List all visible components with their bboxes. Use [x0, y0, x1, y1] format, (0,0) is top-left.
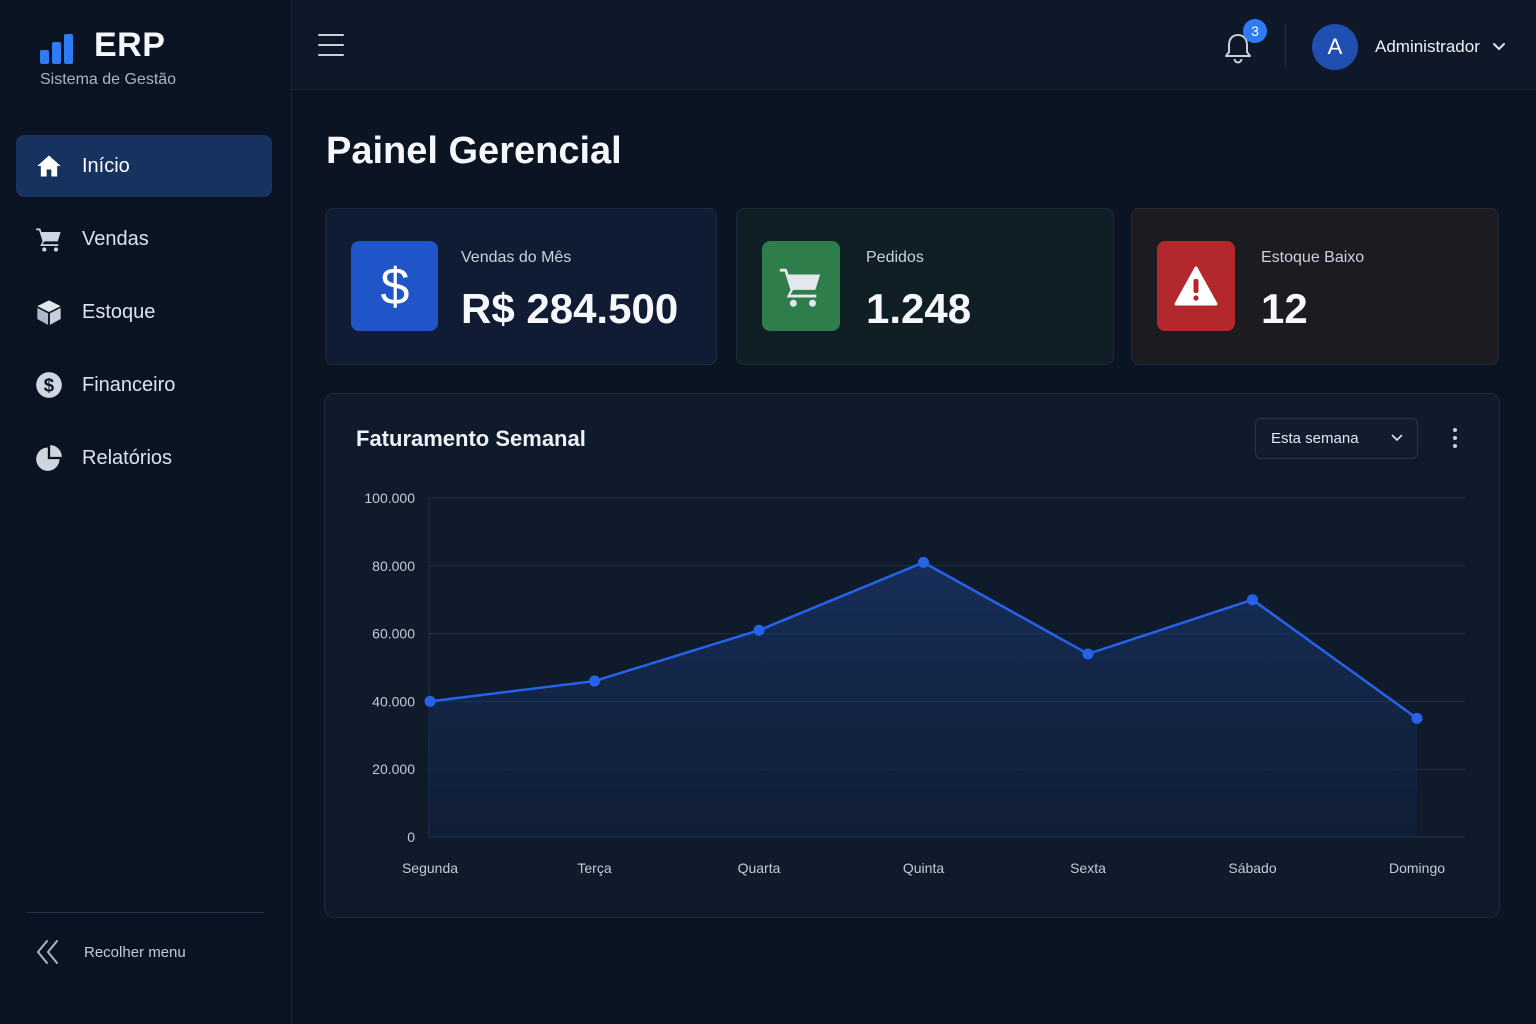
app-subtitle: Sistema de Gestão	[40, 71, 177, 88]
sidebar-item-label: Vendas	[82, 227, 149, 250]
card-value: 1.248	[866, 285, 972, 332]
card-value: 12	[1261, 285, 1308, 332]
page-title: Painel Gerencial	[326, 130, 622, 172]
data-point[interactable]	[1082, 648, 1094, 660]
notification-badge[interactable]: 3	[1243, 19, 1267, 43]
user-menu[interactable]: A Administrador	[1312, 24, 1506, 70]
low-stock-card[interactable]: Estoque Baixo 12	[1131, 208, 1499, 365]
data-point[interactable]	[424, 695, 436, 707]
weekly-revenue-chart: 0 20.000 40.000 60.000 80.000 100.000 Segunda T…	[324, 393, 1500, 918]
svg-text:$: $	[380, 258, 409, 314]
sidebar-item-label: Início	[82, 154, 130, 177]
sidebar-divider	[27, 912, 264, 913]
series-area	[430, 562, 1417, 837]
dollar-icon: $	[351, 241, 438, 331]
sidebar-item-financeiro[interactable]: $ Financeiro	[16, 354, 272, 416]
y-tick-label: 20.000	[372, 761, 415, 777]
x-tick-label: Domingo	[1389, 860, 1445, 876]
bar-chart-logo-icon	[40, 28, 80, 64]
logo[interactable]: ERP Sistema de Gestão	[40, 26, 176, 89]
x-tick-label: Quinta	[903, 860, 944, 876]
home-icon	[34, 151, 64, 181]
sidebar-nav: Início Vendas Estoque $ Financeiro Relat…	[16, 135, 272, 500]
topbar: 3 A Administrador	[292, 0, 1536, 90]
period-select[interactable]: Esta semana	[1255, 418, 1418, 459]
chart-canvas: 0 20.000 40.000 60.000 80.000 100.000 Segunda T…	[364, 490, 1465, 876]
x-tick-label: Sexta	[1070, 860, 1106, 876]
y-tick-label: 80.000	[372, 558, 415, 574]
warning-icon	[1157, 241, 1235, 331]
chart-title: Faturamento Semanal	[356, 426, 586, 451]
chevron-down-icon	[1492, 43, 1505, 51]
sidebar-item-label: Relatórios	[82, 446, 173, 469]
sidebar-item-label: Estoque	[82, 300, 156, 323]
topbar-divider	[1285, 24, 1286, 68]
y-tick-label: 60.000	[372, 626, 415, 642]
sidebar-item-label: Financeiro	[82, 373, 176, 396]
card-label: Vendas do Mês	[461, 249, 572, 266]
card-value: R$ 284.500	[461, 285, 679, 332]
card-label: Pedidos	[866, 249, 924, 266]
y-tick-label: 40.000	[372, 693, 415, 709]
menu-toggle-icon[interactable]	[318, 33, 346, 57]
sidebar-item-vendas[interactable]: Vendas	[16, 208, 272, 270]
data-point[interactable]	[1411, 712, 1423, 724]
x-tick-label: Quarta	[738, 860, 781, 876]
avatar[interactable]: A	[1312, 24, 1358, 70]
sidebar: ERP Sistema de Gestão Início Vendas Esto…	[0, 0, 292, 1024]
more-options-icon[interactable]	[1445, 424, 1465, 452]
pie-chart-icon	[34, 443, 64, 473]
x-tick-label: Terça	[577, 860, 611, 876]
sidebar-item-relatorios[interactable]: Relatórios	[16, 427, 272, 489]
collapse-menu-button[interactable]: Recolher menu	[34, 935, 186, 969]
data-point[interactable]	[918, 556, 929, 568]
chevron-down-icon	[1391, 434, 1403, 442]
cart-icon	[34, 224, 64, 254]
period-select-value: Esta semana	[1271, 430, 1359, 447]
app-title: ERP	[94, 26, 166, 64]
sales-card[interactable]: $ Vendas do Mês R$ 284.500	[325, 208, 717, 365]
collapse-menu-label: Recolher menu	[84, 943, 186, 961]
svg-text:$: $	[44, 374, 55, 395]
sidebar-item-inicio[interactable]: Início	[16, 135, 272, 197]
x-tick-label: Segunda	[402, 860, 458, 876]
cart-icon	[762, 241, 840, 331]
card-label: Estoque Baixo	[1261, 249, 1365, 266]
data-point[interactable]	[753, 624, 765, 636]
y-tick-label: 0	[407, 829, 415, 845]
x-tick-label: Sábado	[1228, 860, 1276, 876]
dollar-circle-icon: $	[34, 370, 64, 400]
double-chevron-left-icon	[36, 940, 58, 964]
data-point[interactable]	[1247, 594, 1258, 606]
user-name: Administrador	[1375, 37, 1480, 56]
box-icon	[34, 297, 64, 327]
data-point[interactable]	[589, 675, 600, 687]
orders-card[interactable]: Pedidos 1.248	[736, 208, 1114, 365]
sidebar-item-estoque[interactable]: Estoque	[16, 281, 272, 343]
y-tick-label: 100.000	[364, 490, 415, 506]
